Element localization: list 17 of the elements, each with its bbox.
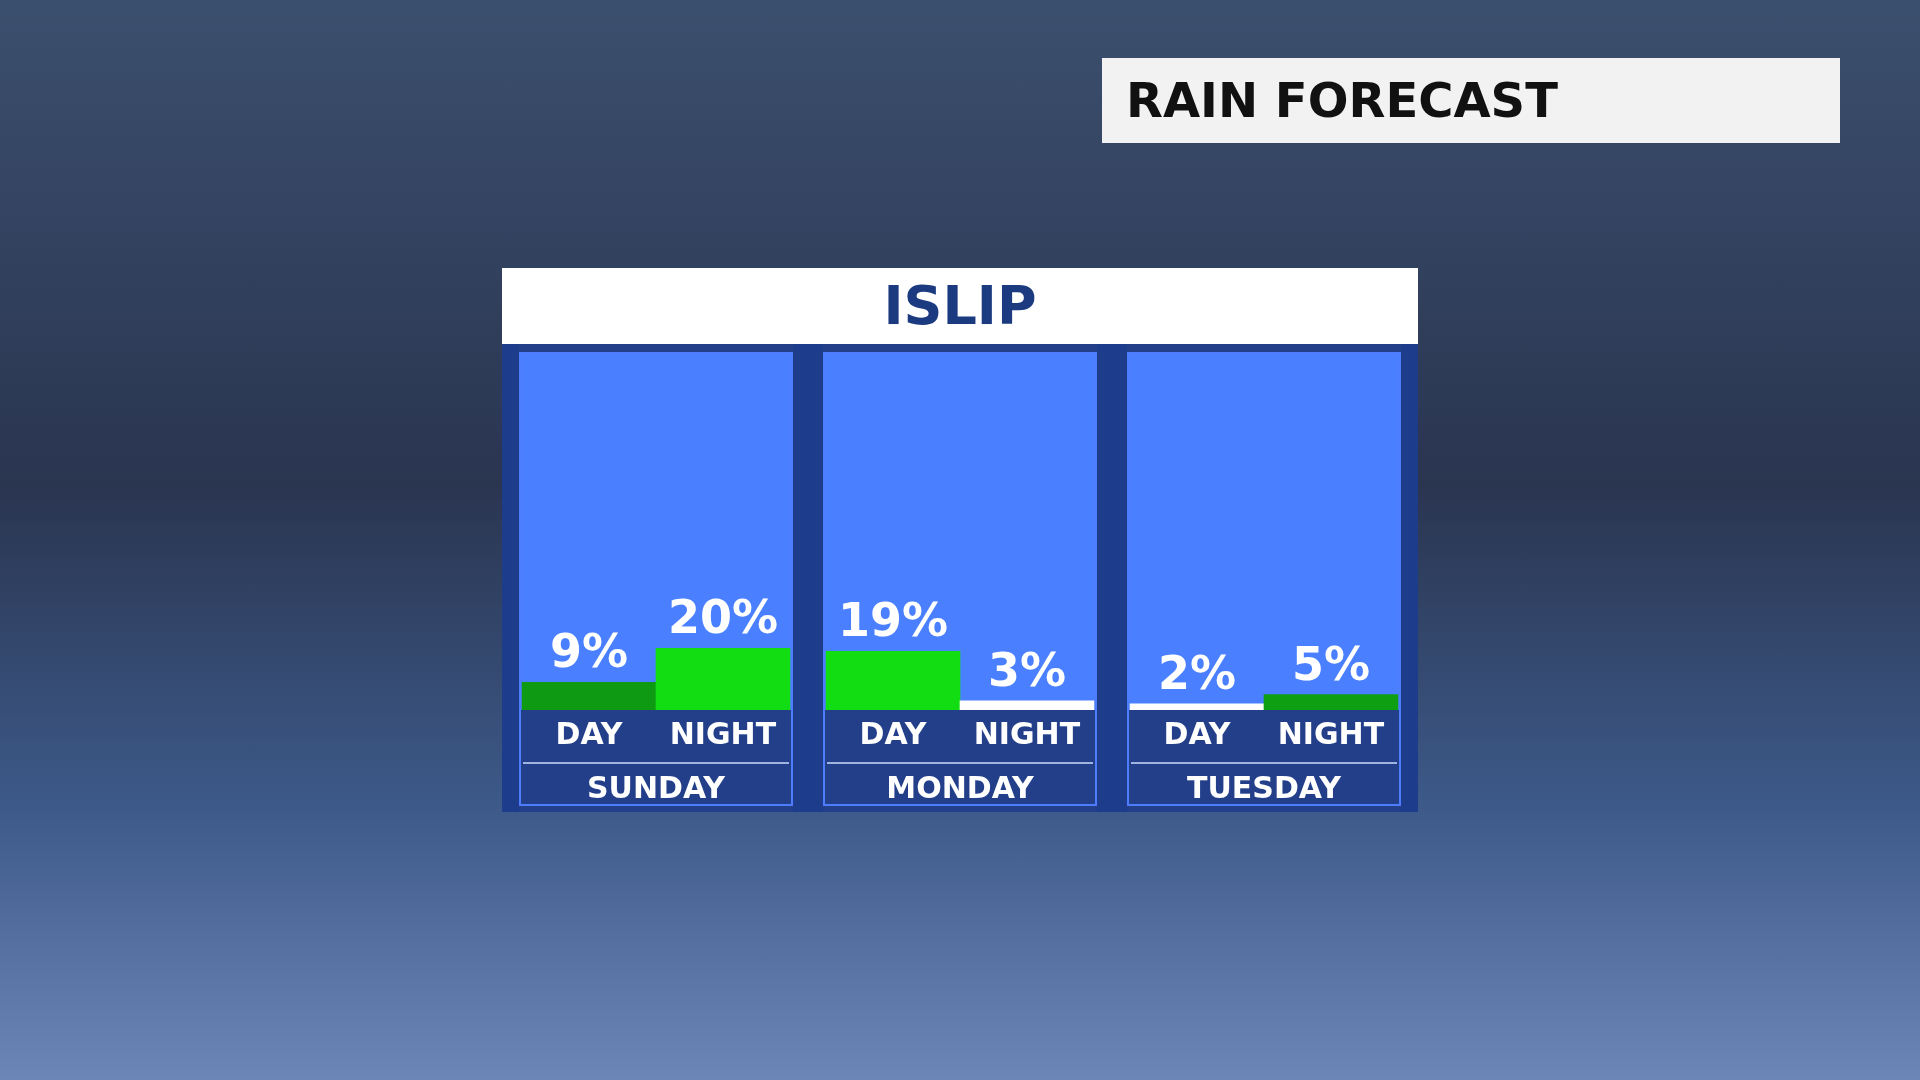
data-label: 3% <box>987 642 1067 697</box>
chart-title: RAIN FORECAST <box>1102 58 1840 143</box>
data-label: 19% <box>837 593 949 648</box>
data-label: 9% <box>549 624 629 679</box>
x-tick-label: DAY <box>555 715 624 751</box>
data-label: 20% <box>667 590 779 645</box>
x-tick-label: DAY <box>1163 715 1232 751</box>
x-tick-label: NIGHT <box>1277 715 1385 751</box>
data-label: 2% <box>1157 645 1237 700</box>
text: MONDAY <box>886 769 1035 805</box>
chart-subtitle: ISLIP <box>502 268 1418 344</box>
x-tick-label: NIGHT <box>973 715 1081 751</box>
text: TUESDAY <box>1187 769 1343 805</box>
data-label: 5% <box>1291 636 1371 691</box>
text: SUNDAY <box>586 769 727 805</box>
x-tick-label: DAY <box>859 715 928 751</box>
x-tick-label: NIGHT <box>669 715 777 751</box>
